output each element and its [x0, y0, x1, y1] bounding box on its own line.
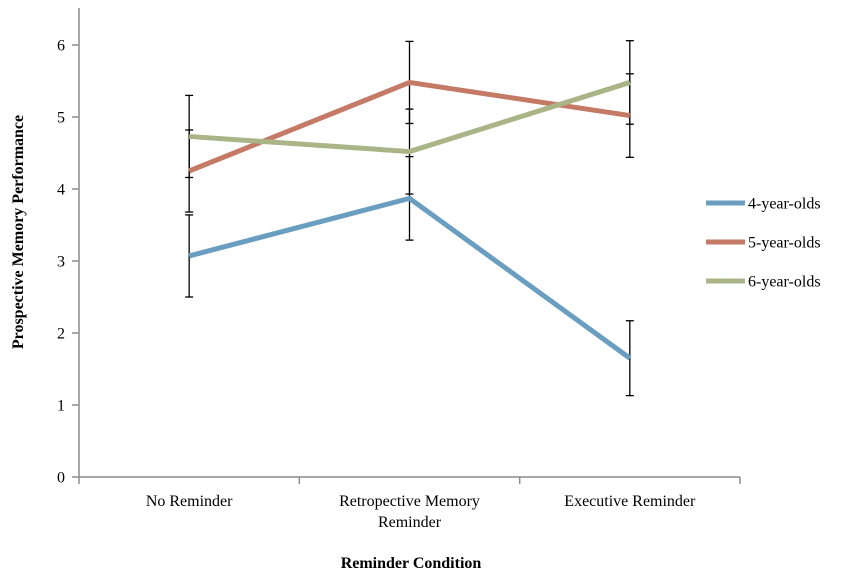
series-line-6-year-olds [188, 80, 631, 155]
legend-label: 5-year-olds [748, 235, 821, 252]
y-tick-label: 2 [57, 326, 65, 343]
x-tick-label-line: Executive Reminder [564, 493, 696, 510]
x-axis-ticks: No Reminder Retropective Memory Reminder Ex… [78, 477, 741, 531]
y-tick-label: 4 [57, 182, 65, 199]
legend-label: 4-year-olds [748, 196, 821, 213]
y-tick-label: 5 [57, 110, 65, 127]
legend-label: 6-year-olds [748, 274, 821, 291]
legend: 4-year-olds 5-year-olds 6-year-olds [706, 196, 821, 291]
legend-item: 6-year-olds [706, 274, 821, 291]
x-tick-label-line: Reminder [378, 514, 442, 531]
x-tick-label: No Reminder [146, 493, 233, 510]
x-tick-label-line: No Reminder [146, 493, 233, 510]
y-tick-label: 0 [57, 470, 65, 487]
y-axis-title: Prospective Memory Performance [10, 115, 27, 349]
y-tick-label: 6 [57, 38, 65, 55]
y-tick-label: 3 [57, 254, 65, 271]
y-axis-ticks: 0 1 2 3 4 5 6 [57, 38, 79, 487]
x-tick-label: Retropective Memory Reminder [339, 493, 480, 531]
axes [78, 8, 740, 478]
series-lines [188, 79, 632, 361]
x-axis-title: Reminder Condition [341, 555, 482, 572]
x-tick-label-line: Retropective Memory [339, 493, 480, 510]
series-line-4-year-olds [188, 195, 632, 361]
y-tick-label: 1 [57, 398, 65, 415]
legend-item: 4-year-olds [706, 196, 821, 213]
error-bars [185, 40, 634, 397]
legend-item: 5-year-olds [706, 235, 821, 252]
x-tick-label: Executive Reminder [564, 493, 696, 510]
